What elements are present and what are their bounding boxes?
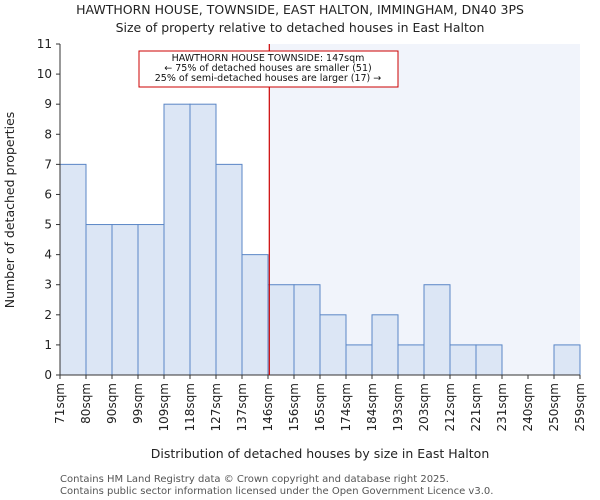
bar-118sqm bbox=[189, 103, 217, 376]
bars-group bbox=[59, 103, 581, 376]
y-tick-label: 7 bbox=[44, 157, 52, 171]
y-tick-label: 9 bbox=[44, 97, 52, 111]
x-tick-label: 165sqm bbox=[313, 383, 327, 431]
chart-title: HAWTHORN HOUSE, TOWNSIDE, EAST HALTON, I… bbox=[76, 2, 524, 17]
x-tick-label: 174sqm bbox=[339, 383, 353, 431]
y-tick-label: 11 bbox=[37, 37, 52, 51]
x-tick-label: 259sqm bbox=[573, 383, 587, 431]
bar-165sqm bbox=[319, 314, 347, 376]
bar-212sqm bbox=[449, 344, 477, 376]
annotation-box bbox=[138, 50, 399, 88]
bar-109sqm bbox=[163, 103, 191, 376]
bar-90sqm bbox=[111, 224, 139, 376]
y-tick-label: 8 bbox=[44, 127, 52, 141]
bar-193sqm bbox=[397, 344, 425, 376]
bar-99sqm bbox=[137, 224, 165, 376]
bar-174sqm bbox=[345, 344, 373, 376]
x-tick-label: 90sqm bbox=[105, 383, 119, 424]
y-tick-label: 2 bbox=[44, 308, 52, 322]
x-tick-label: 99sqm bbox=[131, 383, 145, 424]
bar-80sqm bbox=[85, 224, 113, 376]
x-tick-label: 212sqm bbox=[443, 383, 457, 431]
annotation-line-1: HAWTHORN HOUSE TOWNSIDE: 147sqm bbox=[172, 53, 365, 64]
x-tick-label: 184sqm bbox=[365, 383, 379, 431]
x-tick-label: 80sqm bbox=[79, 383, 93, 424]
x-tick-label: 193sqm bbox=[391, 383, 405, 431]
x-tick-label: 240sqm bbox=[521, 383, 535, 431]
x-tick-label: 221sqm bbox=[469, 383, 483, 431]
footer-line-2: Contains public sector information licen… bbox=[60, 486, 493, 497]
x-tick-label: 137sqm bbox=[235, 383, 249, 431]
bar-71sqm bbox=[59, 163, 87, 376]
y-tick-label: 0 bbox=[44, 368, 52, 382]
x-tick-label: 109sqm bbox=[157, 383, 171, 431]
x-tick-label: 127sqm bbox=[209, 383, 223, 431]
x-tick-label: 146sqm bbox=[261, 383, 275, 431]
x-tick-label: 118sqm bbox=[183, 383, 197, 431]
y-tick-label: 3 bbox=[44, 278, 52, 292]
x-tick-label: 156sqm bbox=[287, 383, 301, 431]
chart-subtitle: Size of property relative to detached ho… bbox=[116, 20, 485, 35]
y-tick-label: 1 bbox=[44, 338, 52, 352]
bar-146sqm bbox=[267, 284, 295, 376]
x-tick-label: 71sqm bbox=[53, 383, 67, 424]
bar-127sqm bbox=[215, 163, 243, 376]
x-axis-label: Distribution of detached houses by size … bbox=[151, 446, 490, 461]
bar-250sqm bbox=[553, 344, 581, 376]
bar-184sqm bbox=[371, 314, 399, 376]
x-tick-label: 203sqm bbox=[417, 383, 431, 431]
bar-203sqm bbox=[423, 284, 451, 376]
y-tick-label: 4 bbox=[44, 248, 52, 262]
annotation-line-2: ← 75% of detached houses are smaller (51… bbox=[164, 63, 371, 74]
bar-156sqm bbox=[293, 284, 321, 376]
x-tick-label: 250sqm bbox=[547, 383, 561, 431]
annotation-line-3: 25% of semi-detached houses are larger (… bbox=[155, 73, 382, 84]
bar-221sqm bbox=[475, 344, 503, 376]
x-axis-ticks: 71sqm 80sqm 90sqm 99sqm 109sqm 118sqm 127sqm 13… bbox=[53, 375, 587, 431]
x-tick-label: 231sqm bbox=[495, 383, 509, 431]
y-tick-label: 5 bbox=[44, 218, 52, 232]
footer-line-1: Contains HM Land Registry data © Crown c… bbox=[60, 474, 449, 485]
y-tick-label: 6 bbox=[44, 187, 52, 201]
y-tick-label: 10 bbox=[37, 67, 52, 81]
bar-137sqm bbox=[241, 254, 269, 376]
y-axis-label: Number of detached properties bbox=[2, 112, 17, 309]
y-axis-ticks: 0 1 2 3 4 5 6 7 8 9 10 11 bbox=[37, 37, 60, 382]
